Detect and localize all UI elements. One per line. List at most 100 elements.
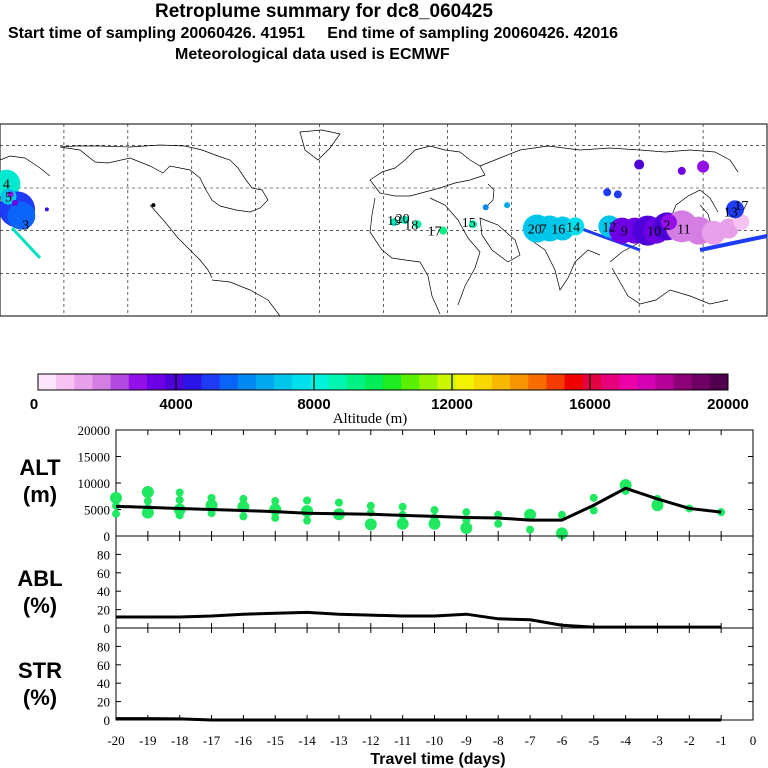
map-day-label: 13	[724, 205, 738, 220]
y-tick-label: 80	[97, 639, 110, 654]
coast-arabia	[479, 217, 521, 263]
y-tick-label: 40	[97, 584, 110, 599]
colorbar-tick-label: 12000	[431, 396, 473, 413]
map-day-label: 9	[621, 225, 628, 240]
altitude-point	[271, 513, 280, 522]
x-tick-label: -9	[461, 733, 472, 748]
panel-label-alt: ALT	[19, 455, 61, 480]
altitude-point	[398, 502, 407, 511]
colorbar-cell	[201, 374, 221, 390]
plume-marker	[400, 216, 409, 224]
plume-marker	[660, 214, 677, 231]
y-tick-label: 20	[97, 603, 110, 618]
x-tick-label: -3	[652, 733, 663, 748]
map-day-label: 17	[734, 199, 748, 214]
plume-marker	[566, 217, 585, 236]
plume-marker	[44, 207, 49, 212]
panel-alt: 20000 15000 10000 5000 0 ALT(m)	[19, 423, 754, 544]
x-tick-label: -8	[493, 733, 504, 748]
colorbar-cell	[110, 374, 130, 390]
altitude-point	[494, 519, 503, 528]
panel-frame	[115, 535, 754, 629]
colorbar-cell	[510, 374, 529, 390]
coast-south-america	[211, 279, 281, 317]
plume-marker	[603, 188, 612, 197]
coast-north-america	[59, 144, 269, 213]
y-tick-label: 0	[104, 713, 111, 728]
altitude-point	[271, 497, 280, 506]
altitude-point	[364, 518, 377, 531]
map-day-label: 15	[462, 216, 476, 231]
colorbar-cell	[491, 374, 511, 390]
altitude-point	[143, 497, 152, 506]
y-tick-label: 80	[97, 547, 110, 562]
panel-unit-abl: (%)	[23, 593, 57, 618]
altitude-point	[175, 495, 184, 504]
colorbar-cell	[328, 374, 348, 390]
altitude-point	[396, 517, 409, 530]
colorbar-cell	[437, 374, 457, 390]
altitude-point	[589, 506, 598, 515]
colorbar-cell	[546, 374, 566, 390]
colorbar-cell	[709, 374, 729, 390]
x-tick-label: -11	[394, 733, 411, 748]
colorbar-cell	[38, 374, 57, 390]
map-day-label: 3	[22, 218, 29, 233]
x-axis-label: Travel time (days)	[370, 751, 505, 768]
plume-marker	[504, 202, 511, 209]
colorbar-cell	[346, 374, 366, 390]
altitude-point	[366, 501, 375, 510]
altitude-point	[175, 511, 184, 520]
y-tick-label: 15000	[78, 450, 111, 465]
colorbar-cell	[600, 374, 620, 390]
plume-marker	[413, 220, 422, 229]
coast-india	[527, 237, 601, 291]
coast-africa-east	[429, 197, 481, 306]
plume-marker	[697, 160, 710, 173]
colorbar-cell	[292, 374, 311, 390]
colorbar-cell	[455, 374, 475, 390]
map-day-label: 16	[551, 223, 565, 238]
coast-southeast-asia	[611, 267, 729, 305]
colorbar-tick-label: 20000	[707, 396, 749, 413]
colorbar-cell	[419, 374, 438, 390]
altitude-point	[175, 488, 184, 497]
altitude-point	[651, 499, 664, 512]
y-tick-label: 20000	[78, 423, 111, 438]
y-tick-label: 40	[97, 676, 110, 691]
altitude-point	[430, 506, 439, 515]
series-line-str	[116, 717, 722, 722]
colorbar-cell	[255, 374, 275, 390]
plume-marker	[7, 191, 14, 198]
series-line-abl	[116, 610, 722, 629]
y-tick-label: 20	[97, 695, 110, 710]
altitude-point	[141, 506, 154, 519]
x-axis: -20 -19 -18 -17 -16 -15 -14 -13 -12 -11 -10 -9 -8 -7-…	[107, 733, 756, 748]
altitude-point	[141, 486, 154, 499]
colorbar-ticks: 0 4000 8000 12000 16000 20000	[30, 374, 749, 413]
colorbar-cell	[219, 374, 239, 390]
x-tick-label: -12	[362, 733, 379, 748]
altitude-colorbar: 0 4000 8000 12000 16000 20000 Altitude (m)	[30, 373, 749, 427]
x-tick-label: -7	[525, 733, 536, 748]
x-tick-label: -16	[235, 733, 253, 748]
map-day-label: 12	[602, 220, 616, 235]
colorbar-cell	[401, 374, 420, 390]
y-tick-label: 0	[104, 529, 111, 544]
x-tick-label: -18	[171, 733, 188, 748]
trajectory-segment-east	[699, 234, 768, 252]
colorbar-frame	[37, 373, 729, 391]
map-day-label: 10	[647, 225, 661, 240]
colorbar-cell	[74, 374, 93, 390]
altitude-point	[110, 491, 122, 504]
x-tick-label: -4	[620, 733, 631, 748]
map-day-label: 14	[566, 220, 580, 235]
panel-label-str: STR	[18, 658, 62, 683]
x-tick-label: 0	[750, 733, 757, 748]
coast-africa	[369, 197, 441, 315]
x-tick-label: -15	[267, 733, 284, 748]
colorbar-cell	[528, 374, 547, 390]
panel-unit-str: (%)	[23, 685, 57, 710]
